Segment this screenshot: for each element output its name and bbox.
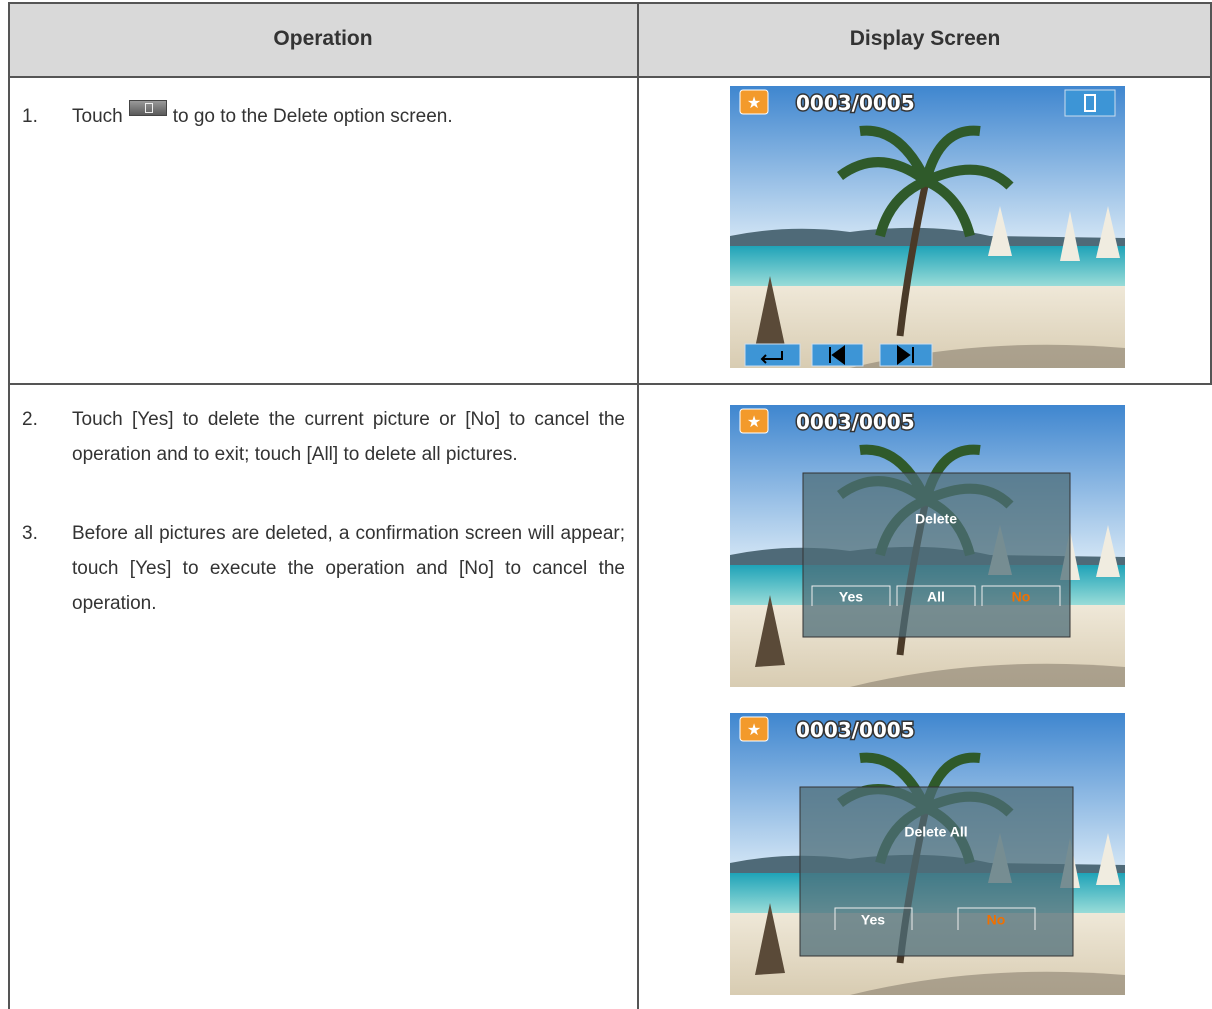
delete-icon [128,100,167,116]
counter: 0003/0005 [796,91,915,115]
header-bg [8,2,1212,76]
step-text: to go to the Delete option screen. [172,106,453,127]
step-text: Touch to go to the Delete option screen. [72,99,625,134]
dialog-title: Delete All [904,824,967,840]
step-number: 2. [22,409,38,430]
step-text: Touch [Yes] to delete the current pictur… [72,409,625,465]
dialog-button: All [927,589,945,605]
dialog-button-frame [834,907,1036,930]
step-number: 3. [22,523,38,544]
step-text: Before all pictures are deleted, a confi… [72,523,625,614]
border [8,2,1212,4]
border [8,76,1212,78]
star-icon: ★ [747,414,761,431]
header-cell: Operation [273,27,373,50]
star-icon [739,716,769,742]
screenshot: ★ 0003/0005 Delete Yes All No [730,405,1125,687]
border [637,2,639,1009]
header-cell: Display Screen [849,27,1001,50]
dialog [802,472,1071,638]
dialog-button: Yes [861,912,885,928]
dialog-button-frame [811,585,1061,606]
return-button [744,343,801,367]
border [8,2,10,1009]
dialog [799,786,1074,957]
star-icon: ★ [747,95,761,112]
dialog-button: Yes [839,589,863,605]
counter: 0003/0005 [796,718,915,742]
trash-button [1064,89,1116,117]
dialog-button: No [987,912,1006,928]
trash-icon [1084,94,1096,112]
dialog-title: Delete [915,511,957,527]
dialog-button: No [1012,589,1031,605]
star-icon: ★ [747,722,761,739]
step-text: Touch [72,106,123,127]
star-icon [739,408,769,434]
step-number: 1. [22,106,38,127]
next-icon [897,345,914,365]
return-icon [760,351,783,364]
screenshot: ★ 0003/0005 [730,86,1125,368]
star-icon [739,89,769,115]
border [1210,2,1212,385]
beach-photo [730,86,1125,368]
prev-icon [829,345,845,365]
border [8,383,1212,385]
counter: 0003/0005 [796,410,915,434]
screenshot: ★ 0003/0005 Delete All Yes No [730,713,1125,995]
